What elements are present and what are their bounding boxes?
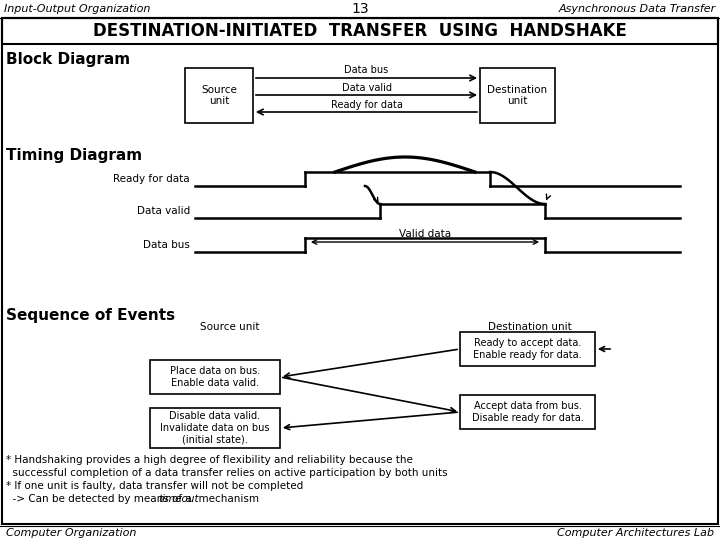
Text: Ready for data: Ready for data: [113, 174, 190, 184]
Text: Ready to accept data.
Enable ready for data.: Ready to accept data. Enable ready for d…: [473, 338, 582, 360]
Text: Accept data from bus.
Disable ready for data.: Accept data from bus. Disable ready for …: [472, 401, 583, 423]
Text: Disable data valid.
Invalidate data on bus
(initial state).: Disable data valid. Invalidate data on b…: [161, 411, 270, 444]
Text: Input-Output Organization: Input-Output Organization: [4, 4, 150, 14]
Bar: [460, 395, 595, 429]
Text: Place data on bus.
Enable data valid.: Place data on bus. Enable data valid.: [170, 366, 260, 388]
Text: Timing Diagram: Timing Diagram: [6, 148, 142, 163]
Text: Data valid: Data valid: [341, 83, 392, 93]
Bar: [2, 18, 718, 44]
Text: 13: 13: [351, 2, 369, 16]
Text: Data valid: Data valid: [137, 206, 190, 216]
Text: DESTINATION-INITIATED  TRANSFER  USING  HANDSHAKE: DESTINATION-INITIATED TRANSFER USING HAN…: [93, 22, 627, 40]
Text: Source unit: Source unit: [200, 322, 260, 332]
Text: Sequence of Events: Sequence of Events: [6, 308, 175, 323]
Bar: [480, 68, 555, 123]
Text: Destination
unit: Destination unit: [487, 85, 548, 106]
Text: Valid data: Valid data: [399, 229, 451, 239]
Text: * Handshaking provides a high degree of flexibility and reliability because the: * Handshaking provides a high degree of …: [6, 455, 413, 465]
Text: successful completion of a data transfer relies on active participation by both : successful completion of a data transfer…: [6, 468, 448, 478]
Text: Asynchronous Data Transfer: Asynchronous Data Transfer: [559, 4, 716, 14]
Bar: [460, 332, 595, 366]
Text: Computer Architectures Lab: Computer Architectures Lab: [557, 528, 714, 538]
Text: Data bus: Data bus: [143, 240, 190, 250]
Text: * If one unit is faulty, data transfer will not be completed: * If one unit is faulty, data transfer w…: [6, 481, 303, 491]
Bar: [150, 408, 280, 448]
Bar: [150, 360, 280, 394]
Bar: [185, 68, 253, 123]
Text: timeout: timeout: [158, 494, 199, 504]
Text: Data bus: Data bus: [344, 65, 389, 75]
Text: Block Diagram: Block Diagram: [6, 52, 130, 67]
Text: -> Can be detected by means of a: -> Can be detected by means of a: [6, 494, 195, 504]
Text: mechanism: mechanism: [192, 494, 259, 504]
Text: Computer Organization: Computer Organization: [6, 528, 136, 538]
Text: Destination unit: Destination unit: [488, 322, 572, 332]
Text: Source
unit: Source unit: [201, 85, 237, 106]
Text: Ready for data: Ready for data: [330, 100, 402, 110]
